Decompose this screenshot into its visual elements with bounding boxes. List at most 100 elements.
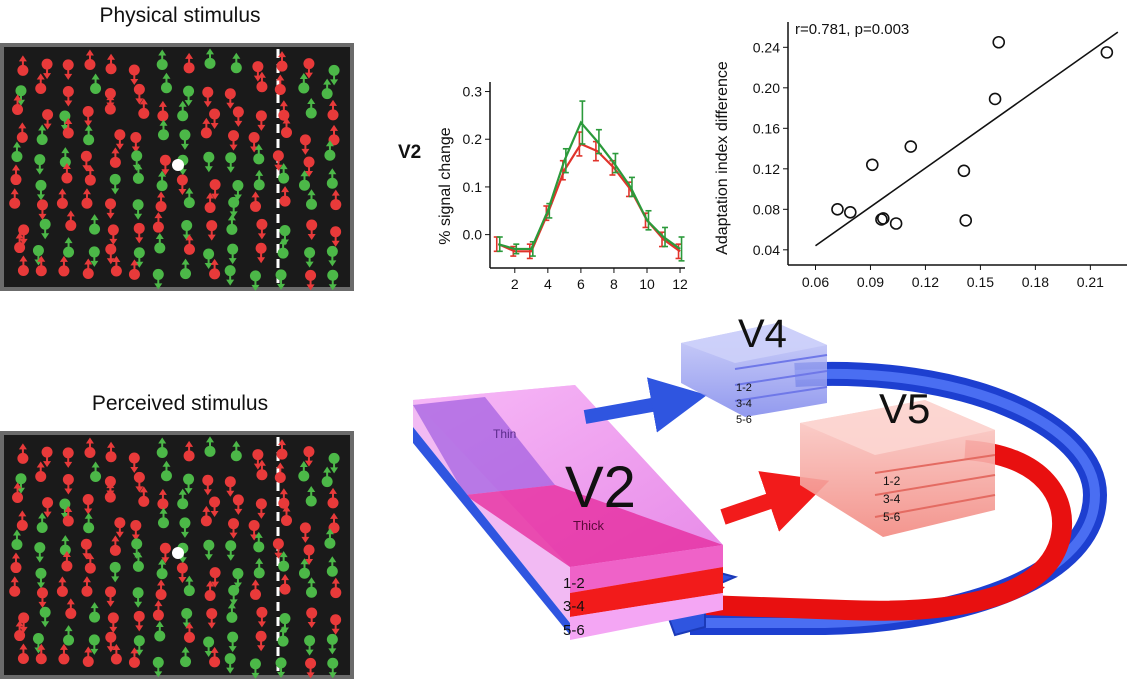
dot xyxy=(132,587,144,599)
dot xyxy=(324,537,336,549)
y-axis-label: % signal change xyxy=(437,127,454,245)
dot-arrow-head xyxy=(229,532,238,539)
dot xyxy=(250,588,262,600)
dot xyxy=(18,224,30,236)
dot-arrow-head xyxy=(178,557,187,564)
dot-arrow-head xyxy=(158,100,167,107)
dot-arrow-head xyxy=(35,556,44,563)
dot-arrow xyxy=(84,437,96,458)
dot-arrow xyxy=(209,646,221,668)
dot xyxy=(63,634,75,646)
dot-arrow xyxy=(61,551,73,572)
dot-arrow xyxy=(228,584,240,606)
dot xyxy=(11,150,23,162)
dot-arrow xyxy=(326,633,338,655)
dot-arrow-head xyxy=(226,554,235,561)
dot xyxy=(298,567,310,579)
dot xyxy=(278,560,290,572)
dot-arrow-head xyxy=(307,577,316,584)
dot-arrow-head xyxy=(185,575,194,582)
dot-arrow xyxy=(132,551,144,572)
dot-arrow-head xyxy=(282,505,291,512)
dot-arrow-head xyxy=(154,212,163,219)
dot-arrow xyxy=(10,164,22,186)
dot xyxy=(17,64,29,76)
dot-arrow xyxy=(56,188,68,209)
dot xyxy=(89,223,101,235)
dot-arrow xyxy=(181,608,193,629)
dot-arrow xyxy=(130,132,142,153)
dot-arrow-head xyxy=(158,488,167,495)
dot xyxy=(157,498,169,510)
dot xyxy=(232,106,244,118)
dot-arrow-head xyxy=(226,166,235,173)
y-tick-label: 0.0 xyxy=(463,227,483,243)
dot-arrow-head xyxy=(61,147,70,154)
dot xyxy=(330,587,342,599)
dot xyxy=(84,58,96,70)
dot-arrow-head xyxy=(139,486,148,493)
dot xyxy=(230,450,242,462)
dot-arrow-head xyxy=(11,164,20,171)
dot-arrow-head xyxy=(82,576,91,583)
dot xyxy=(62,447,74,459)
dot-arrow xyxy=(224,476,236,497)
dot-arrow xyxy=(17,643,29,665)
perceived-stimulus-panel xyxy=(0,431,354,679)
dot xyxy=(34,542,46,554)
dot xyxy=(275,269,287,281)
dot-arrow-head xyxy=(84,512,93,519)
v5-layer-1-2: 1-2 xyxy=(883,474,901,488)
dot-arrow xyxy=(224,88,236,109)
dot-arrow xyxy=(298,170,310,191)
dot-arrow-head xyxy=(185,234,194,241)
dot-arrow-head xyxy=(64,625,73,632)
dot-arrow-head xyxy=(279,551,288,558)
dot-arrow xyxy=(324,528,336,549)
dot-arrow-head xyxy=(255,557,264,564)
dot-arrow-head xyxy=(279,626,288,633)
scatter-point xyxy=(957,164,971,178)
dot-arrow-head xyxy=(131,146,140,153)
dot-arrow xyxy=(114,129,126,150)
dot xyxy=(36,587,48,599)
dot-arrow xyxy=(327,487,339,509)
dot-arrow xyxy=(177,488,189,510)
dot-arrow xyxy=(209,108,221,130)
dot-arrow-head xyxy=(111,535,120,542)
dot-arrow-head xyxy=(86,165,95,172)
y-tick-label: 0.08 xyxy=(753,201,780,217)
dot xyxy=(321,88,333,100)
dot xyxy=(183,243,195,255)
dot-arrow xyxy=(65,210,77,231)
dot-arrow xyxy=(183,473,195,495)
dot xyxy=(15,85,27,97)
dot-arrow-head xyxy=(228,258,237,265)
dot xyxy=(249,270,261,282)
dot-arrow-head xyxy=(106,482,115,489)
dot xyxy=(152,268,164,280)
dot-arrow xyxy=(110,256,122,277)
x-tick-label: 4 xyxy=(544,276,552,292)
dot-arrow xyxy=(278,551,290,572)
dot-arrow xyxy=(304,247,316,268)
dot-arrow-head xyxy=(66,598,75,605)
dot xyxy=(82,268,94,280)
scatter-point xyxy=(844,206,857,219)
dot xyxy=(232,494,244,506)
dot-arrow xyxy=(157,507,169,529)
dot xyxy=(62,85,74,97)
dot-arrow xyxy=(62,85,74,107)
dot-arrow-head xyxy=(134,213,143,220)
dot-arrow-head xyxy=(204,166,213,173)
dot-arrow-head xyxy=(58,188,67,195)
dot-arrow xyxy=(179,129,191,150)
dot-arrow-head xyxy=(90,260,99,267)
dot xyxy=(180,268,192,280)
dot-arrow-head xyxy=(62,163,71,170)
v2-timecourse-chart: V2 % signal change 0.0 0.1 0.2 0.3 2 4 6 8 10 12 xyxy=(398,82,688,292)
dot xyxy=(132,560,144,572)
dot xyxy=(326,565,338,577)
dot xyxy=(330,226,342,238)
dot xyxy=(104,476,116,488)
